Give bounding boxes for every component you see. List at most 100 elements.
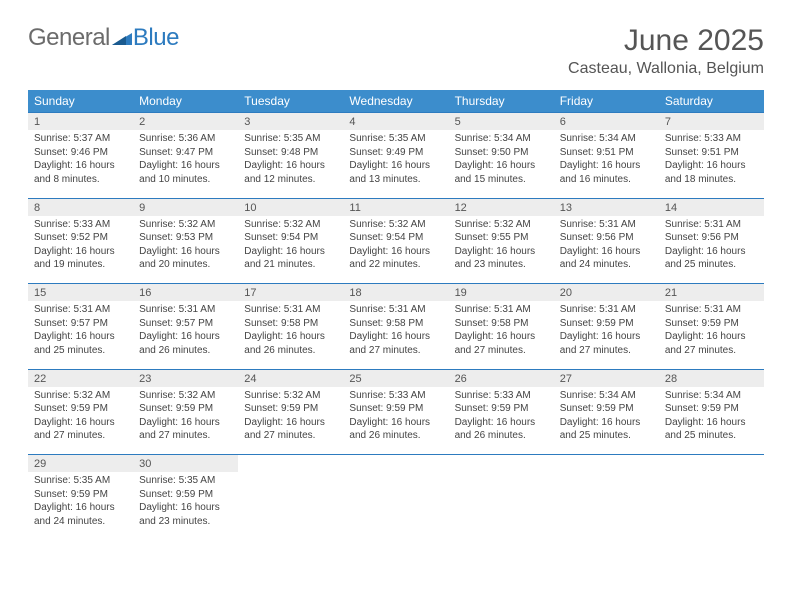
daylight-line: Daylight: 16 hours and 26 minutes. (455, 416, 548, 443)
sunset-line: Sunset: 9:59 PM (34, 402, 127, 416)
sunrise-line: Sunrise: 5:32 AM (244, 218, 337, 232)
day-number-cell: 18 (343, 284, 448, 302)
sunset-line: Sunset: 9:52 PM (34, 231, 127, 245)
day-number-cell: 26 (449, 369, 554, 387)
daylight-line: Daylight: 16 hours and 27 minutes. (349, 330, 442, 357)
sunset-line: Sunset: 9:59 PM (560, 402, 653, 416)
daylight-line: Daylight: 16 hours and 23 minutes. (139, 501, 232, 528)
page: GeneralBlue June 2025 Casteau, Wallonia,… (0, 0, 792, 540)
sunset-line: Sunset: 9:59 PM (455, 402, 548, 416)
calendar-body: 1234567Sunrise: 5:37 AMSunset: 9:46 PMDa… (28, 113, 764, 541)
logo: General Blue (28, 24, 179, 52)
location: Casteau, Wallonia, Belgium (568, 60, 764, 78)
sunrise-line: Sunrise: 5:31 AM (665, 303, 758, 317)
calendar-table: Sunday Monday Tuesday Wednesday Thursday… (28, 90, 764, 540)
daylight-line: Daylight: 16 hours and 23 minutes. (455, 245, 548, 272)
day-number-cell (449, 455, 554, 473)
sunrise-line: Sunrise: 5:33 AM (34, 218, 127, 232)
daylight-line: Daylight: 16 hours and 24 minutes. (34, 501, 127, 528)
sunrise-line: Sunrise: 5:34 AM (560, 389, 653, 403)
day-number-cell (554, 455, 659, 473)
day-content-cell: Sunrise: 5:34 AMSunset: 9:59 PMDaylight:… (659, 387, 764, 455)
weekday-header: Saturday (659, 90, 764, 113)
sunset-line: Sunset: 9:54 PM (349, 231, 442, 245)
sunrise-line: Sunrise: 5:31 AM (349, 303, 442, 317)
day-number-cell: 19 (449, 284, 554, 302)
sunrise-line: Sunrise: 5:33 AM (665, 132, 758, 146)
day-number-cell: 17 (238, 284, 343, 302)
weekday-header: Tuesday (238, 90, 343, 113)
sunset-line: Sunset: 9:59 PM (139, 402, 232, 416)
logo-text-blue: Blue (133, 24, 179, 52)
sunset-line: Sunset: 9:58 PM (455, 317, 548, 331)
sunrise-line: Sunrise: 5:35 AM (244, 132, 337, 146)
sunrise-line: Sunrise: 5:31 AM (34, 303, 127, 317)
daylight-line: Daylight: 16 hours and 13 minutes. (349, 159, 442, 186)
day-number-cell: 22 (28, 369, 133, 387)
daylight-line: Daylight: 16 hours and 24 minutes. (560, 245, 653, 272)
weekday-header-row: Sunday Monday Tuesday Wednesday Thursday… (28, 90, 764, 113)
day-content-cell (554, 472, 659, 540)
sunset-line: Sunset: 9:51 PM (665, 146, 758, 160)
daylight-line: Daylight: 16 hours and 21 minutes. (244, 245, 337, 272)
daylight-line: Daylight: 16 hours and 25 minutes. (665, 245, 758, 272)
day-content-cell: Sunrise: 5:31 AMSunset: 9:58 PMDaylight:… (449, 301, 554, 369)
day-number-cell: 8 (28, 198, 133, 216)
sunrise-line: Sunrise: 5:31 AM (665, 218, 758, 232)
daylight-line: Daylight: 16 hours and 8 minutes. (34, 159, 127, 186)
sunrise-line: Sunrise: 5:33 AM (349, 389, 442, 403)
day-number-row: 2930 (28, 455, 764, 473)
sunset-line: Sunset: 9:59 PM (665, 317, 758, 331)
sunrise-line: Sunrise: 5:32 AM (139, 218, 232, 232)
day-content-cell: Sunrise: 5:32 AMSunset: 9:59 PMDaylight:… (133, 387, 238, 455)
day-number-row: 22232425262728 (28, 369, 764, 387)
day-number-cell: 5 (449, 113, 554, 131)
sunset-line: Sunset: 9:51 PM (560, 146, 653, 160)
day-number-row: 1234567 (28, 113, 764, 131)
daylight-line: Daylight: 16 hours and 10 minutes. (139, 159, 232, 186)
logo-triangle-icon (112, 24, 132, 52)
day-content-cell: Sunrise: 5:35 AMSunset: 9:49 PMDaylight:… (343, 130, 448, 198)
sunset-line: Sunset: 9:46 PM (34, 146, 127, 160)
day-number-cell: 30 (133, 455, 238, 473)
sunrise-line: Sunrise: 5:31 AM (139, 303, 232, 317)
day-number-cell: 27 (554, 369, 659, 387)
sunset-line: Sunset: 9:56 PM (560, 231, 653, 245)
day-content-cell: Sunrise: 5:36 AMSunset: 9:47 PMDaylight:… (133, 130, 238, 198)
sunrise-line: Sunrise: 5:33 AM (455, 389, 548, 403)
daylight-line: Daylight: 16 hours and 27 minutes. (665, 330, 758, 357)
day-number-row: 15161718192021 (28, 284, 764, 302)
sunset-line: Sunset: 9:53 PM (139, 231, 232, 245)
day-content-cell: Sunrise: 5:33 AMSunset: 9:51 PMDaylight:… (659, 130, 764, 198)
day-content-row: Sunrise: 5:31 AMSunset: 9:57 PMDaylight:… (28, 301, 764, 369)
day-content-cell: Sunrise: 5:34 AMSunset: 9:59 PMDaylight:… (554, 387, 659, 455)
sunrise-line: Sunrise: 5:31 AM (244, 303, 337, 317)
sunset-line: Sunset: 9:59 PM (34, 488, 127, 502)
sunrise-line: Sunrise: 5:35 AM (34, 474, 127, 488)
logo-text-gray: General (28, 24, 110, 52)
sunrise-line: Sunrise: 5:32 AM (349, 218, 442, 232)
daylight-line: Daylight: 16 hours and 26 minutes. (139, 330, 232, 357)
day-content-cell: Sunrise: 5:32 AMSunset: 9:53 PMDaylight:… (133, 216, 238, 284)
sunrise-line: Sunrise: 5:35 AM (139, 474, 232, 488)
sunset-line: Sunset: 9:57 PM (139, 317, 232, 331)
sunset-line: Sunset: 9:58 PM (349, 317, 442, 331)
day-content-cell: Sunrise: 5:31 AMSunset: 9:58 PMDaylight:… (343, 301, 448, 369)
sunrise-line: Sunrise: 5:31 AM (560, 303, 653, 317)
day-content-cell: Sunrise: 5:32 AMSunset: 9:59 PMDaylight:… (28, 387, 133, 455)
day-number-cell: 3 (238, 113, 343, 131)
sunrise-line: Sunrise: 5:37 AM (34, 132, 127, 146)
day-number-cell: 14 (659, 198, 764, 216)
daylight-line: Daylight: 16 hours and 16 minutes. (560, 159, 653, 186)
header: GeneralBlue June 2025 Casteau, Wallonia,… (28, 24, 764, 78)
sunrise-line: Sunrise: 5:32 AM (455, 218, 548, 232)
daylight-line: Daylight: 16 hours and 27 minutes. (244, 416, 337, 443)
day-content-cell: Sunrise: 5:32 AMSunset: 9:54 PMDaylight:… (343, 216, 448, 284)
day-number-cell: 24 (238, 369, 343, 387)
day-number-cell (238, 455, 343, 473)
day-number-cell: 21 (659, 284, 764, 302)
day-number-cell: 29 (28, 455, 133, 473)
day-content-row: Sunrise: 5:32 AMSunset: 9:59 PMDaylight:… (28, 387, 764, 455)
sunrise-line: Sunrise: 5:32 AM (34, 389, 127, 403)
day-content-cell: Sunrise: 5:35 AMSunset: 9:59 PMDaylight:… (28, 472, 133, 540)
